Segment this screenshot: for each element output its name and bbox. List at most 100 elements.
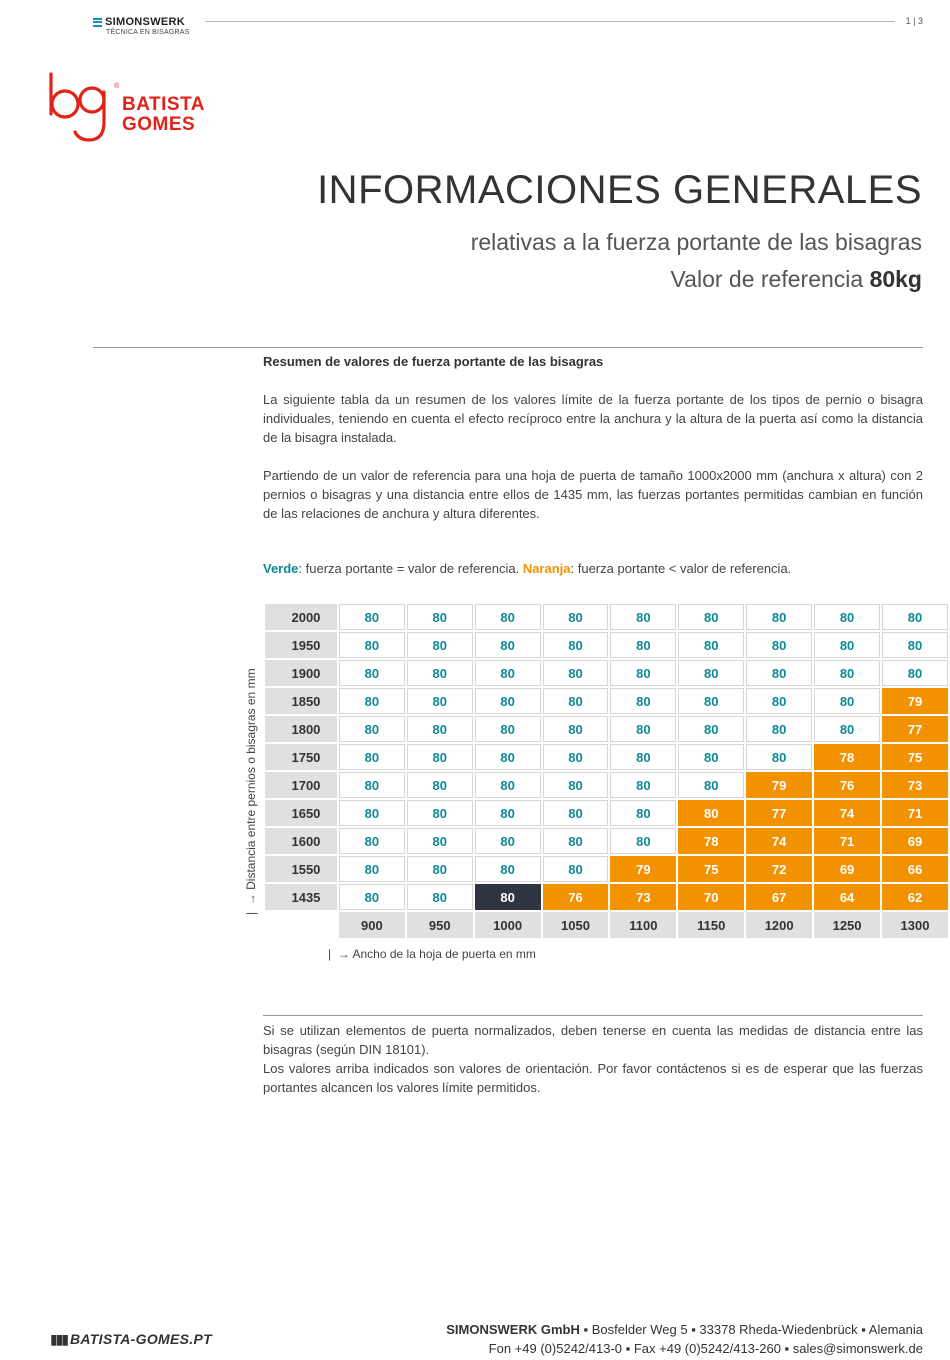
table-cell: 62	[882, 884, 948, 910]
footer-contact: Fon +49 (0)5242/413-0 ▪ Fax +49 (0)5242/…	[488, 1341, 923, 1356]
table-cell: 80	[338, 688, 405, 714]
table-cell: 80	[338, 828, 405, 854]
reference-paragraph: Partiendo de un valor de referencia para…	[263, 468, 923, 521]
table-cell: 75	[678, 856, 745, 882]
table-cell: 80	[542, 716, 609, 742]
table-cell: 76	[814, 772, 880, 798]
table-cell: 80	[542, 856, 609, 882]
company-footer: SIMONSWERK GmbH ▪ Bosfelder Weg 5 ▪ 3337…	[446, 1320, 923, 1358]
table-cell: 80	[542, 688, 609, 714]
table-cell: 80	[474, 828, 541, 854]
table-cell: 80	[542, 660, 609, 686]
table-cell: 80	[678, 772, 745, 798]
table-cell: 80	[610, 772, 677, 798]
simonswerk-mark-icon	[93, 17, 102, 27]
simonswerk-tagline: TÉCNICA EN BISAGRAS	[106, 29, 190, 36]
table-cell: 76	[542, 884, 609, 910]
table-cell: 80	[610, 688, 677, 714]
table-cell: 80	[882, 604, 948, 630]
row-header: 1650	[265, 800, 337, 826]
section-divider	[93, 347, 923, 348]
table-row: 1850 80 80 80 80 80 80 80 80 79	[265, 688, 948, 714]
table-cell: 80	[338, 632, 405, 658]
table-cell: 80	[746, 688, 813, 714]
table-row: 1550 80 80 80 80 79 75 72 69 66	[265, 856, 948, 882]
table-cell: 80	[338, 744, 405, 770]
table-cell: 66	[882, 856, 948, 882]
y-axis-label: | → Distancia entre pernios o bisagras e…	[244, 655, 260, 915]
section-heading: Resumen de valores de fuerza portante de…	[263, 354, 604, 369]
table-row: 1750 80 80 80 80 80 80 80 78 75	[265, 744, 948, 770]
table-cell: 80	[474, 716, 541, 742]
table-cell: 80	[406, 688, 473, 714]
table-cell: 71	[882, 800, 948, 826]
table-row: 1435 80 80 80 76 73 70 67 64 62	[265, 884, 948, 910]
footer-address: ▪ Bosfelder Weg 5 ▪ 33378 Rheda-Wiedenbr…	[579, 1322, 923, 1337]
table-cell: 80	[678, 716, 745, 742]
x-axis-label-text: Ancho de la hoja de puerta en mm	[352, 947, 536, 961]
table-cell: 80	[542, 604, 609, 630]
row-header: 1550	[265, 856, 337, 882]
table-row: 1600 80 80 80 80 80 78 74 71 69	[265, 828, 948, 854]
notes-divider	[263, 1015, 923, 1016]
table-cell: 80	[474, 744, 541, 770]
brand-line-1: BATISTA	[122, 94, 206, 115]
batista-gomes-logo-icon	[49, 72, 106, 142]
table-cell: 80	[678, 660, 745, 686]
reference-value-line: Valor de referencia 80kg	[671, 266, 922, 293]
reference-prefix: Valor de referencia	[670, 266, 864, 292]
row-header: 1800	[265, 716, 337, 742]
corner-cell	[265, 912, 337, 938]
intro-paragraph: La siguiente tabla da un resumen de los …	[263, 392, 923, 445]
table-cell: 80	[406, 716, 473, 742]
table-cell: 80	[406, 604, 473, 630]
reference-value: 80kg	[869, 266, 922, 292]
table-cell: 80	[474, 884, 541, 910]
table-cell: 80	[610, 660, 677, 686]
color-legend: Verde: fuerza portante = valor de refere…	[263, 561, 791, 576]
column-header: 1200	[746, 912, 813, 938]
y-axis-label-text: | → Distancia entre pernios o bisagras e…	[244, 668, 258, 915]
table-cell: 80	[338, 604, 405, 630]
column-header-row: 900 950 1000 1050 1100 1150 1200 1250 1300	[265, 912, 948, 938]
table-cell: 80	[338, 716, 405, 742]
table-cell: 80	[542, 828, 609, 854]
table-cell: 80	[610, 604, 677, 630]
table-cell: 80	[814, 716, 880, 742]
table-cell: 80	[474, 604, 541, 630]
row-header: 1600	[265, 828, 337, 854]
table-cell: 80	[814, 688, 880, 714]
legend-orange-label: Naranja	[522, 561, 571, 576]
table-cell: 80	[746, 604, 813, 630]
table-cell: 80	[610, 744, 677, 770]
table-cell: 80	[406, 884, 473, 910]
table-cell: 80	[678, 744, 745, 770]
table-cell: 73	[610, 884, 677, 910]
column-header: 1300	[882, 912, 948, 938]
table-cell: 80	[406, 772, 473, 798]
table-cell: 64	[814, 884, 880, 910]
table-cell: 80	[746, 744, 813, 770]
table-cell: 80	[882, 632, 948, 658]
page-subtitle: relativas a la fuerza portante de las bi…	[470, 229, 922, 255]
column-header: 1250	[814, 912, 880, 938]
table-cell: 80	[474, 660, 541, 686]
column-header: 950	[406, 912, 473, 938]
table-row: 1700 80 80 80 80 80 80 79 76 73	[265, 772, 948, 798]
column-header: 1050	[542, 912, 609, 938]
table-cell: 80	[474, 632, 541, 658]
table-cell: 80	[474, 688, 541, 714]
table-cell: 69	[814, 856, 880, 882]
table-cell: 80	[746, 632, 813, 658]
table-cell: 80	[542, 772, 609, 798]
table-cell: 80	[474, 856, 541, 882]
row-header: 1900	[265, 660, 337, 686]
table-cell: 80	[406, 632, 473, 658]
row-header: 1850	[265, 688, 337, 714]
table-cell: 80	[338, 772, 405, 798]
table-cell: 70	[678, 884, 745, 910]
table-cell: 80	[338, 884, 405, 910]
table-cell: 80	[406, 856, 473, 882]
table-cell: 80	[814, 632, 880, 658]
table-cell: 80	[542, 632, 609, 658]
